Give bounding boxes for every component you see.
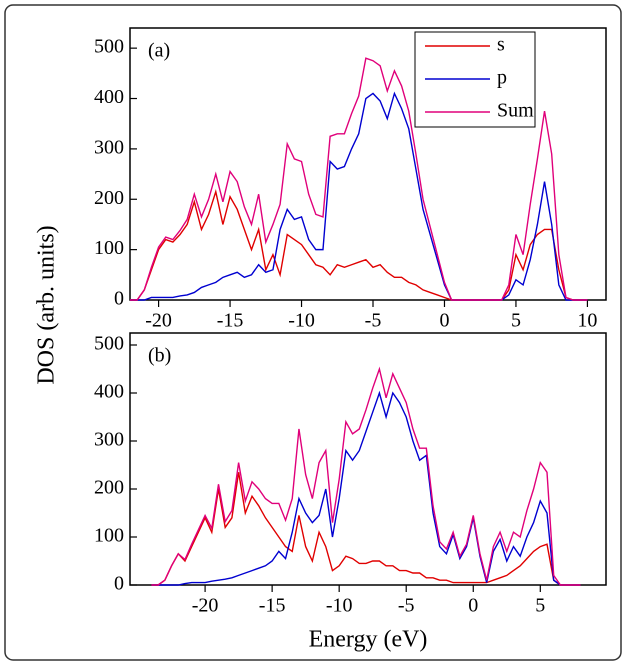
y-tick-label: 100 bbox=[94, 237, 124, 259]
legend-label: p bbox=[497, 67, 507, 89]
series-line bbox=[130, 57, 588, 301]
x-tick-label: -20 bbox=[192, 595, 219, 617]
legend-label: Sum bbox=[497, 100, 534, 122]
y-tick-label: 200 bbox=[94, 477, 124, 499]
x-tick-label: 5 bbox=[511, 310, 521, 332]
x-tick-label: -10 bbox=[326, 595, 353, 617]
y-tick-label: 0 bbox=[114, 573, 124, 595]
x-tick-label: -15 bbox=[217, 310, 244, 332]
panel-label: (b) bbox=[148, 345, 171, 367]
series-line bbox=[151, 472, 581, 586]
y-tick-label: 0 bbox=[114, 288, 124, 310]
x-tick-label: -10 bbox=[288, 310, 315, 332]
x-tick-label: -5 bbox=[365, 310, 382, 332]
y-axis-label: DOS (arb. units) bbox=[34, 225, 60, 384]
y-tick-label: 500 bbox=[94, 333, 124, 355]
series-line bbox=[151, 390, 581, 586]
x-tick-label: 0 bbox=[468, 595, 478, 617]
x-tick-label: -20 bbox=[145, 310, 172, 332]
x-tick-label: 0 bbox=[439, 310, 449, 332]
series-line bbox=[130, 188, 588, 301]
y-tick-label: 400 bbox=[94, 86, 124, 108]
y-tick-label: 400 bbox=[94, 381, 124, 403]
y-tick-label: 100 bbox=[94, 525, 124, 547]
series-line bbox=[130, 91, 588, 301]
y-tick-label: 200 bbox=[94, 187, 124, 209]
x-tick-label: -5 bbox=[398, 595, 415, 617]
panel-label: (a) bbox=[148, 40, 170, 62]
x-tick-label: 10 bbox=[577, 310, 597, 332]
x-tick-label: -15 bbox=[259, 595, 286, 617]
y-tick-label: 300 bbox=[94, 136, 124, 158]
plot-frame bbox=[129, 27, 607, 301]
x-axis-label: Energy (eV) bbox=[309, 627, 428, 653]
x-tick-label: 5 bbox=[535, 595, 545, 617]
y-tick-label: 500 bbox=[94, 36, 124, 58]
figure-border bbox=[4, 4, 622, 661]
series-line bbox=[151, 366, 581, 586]
legend-label: s bbox=[497, 34, 505, 56]
plot-frame bbox=[129, 332, 607, 586]
y-tick-label: 300 bbox=[94, 429, 124, 451]
